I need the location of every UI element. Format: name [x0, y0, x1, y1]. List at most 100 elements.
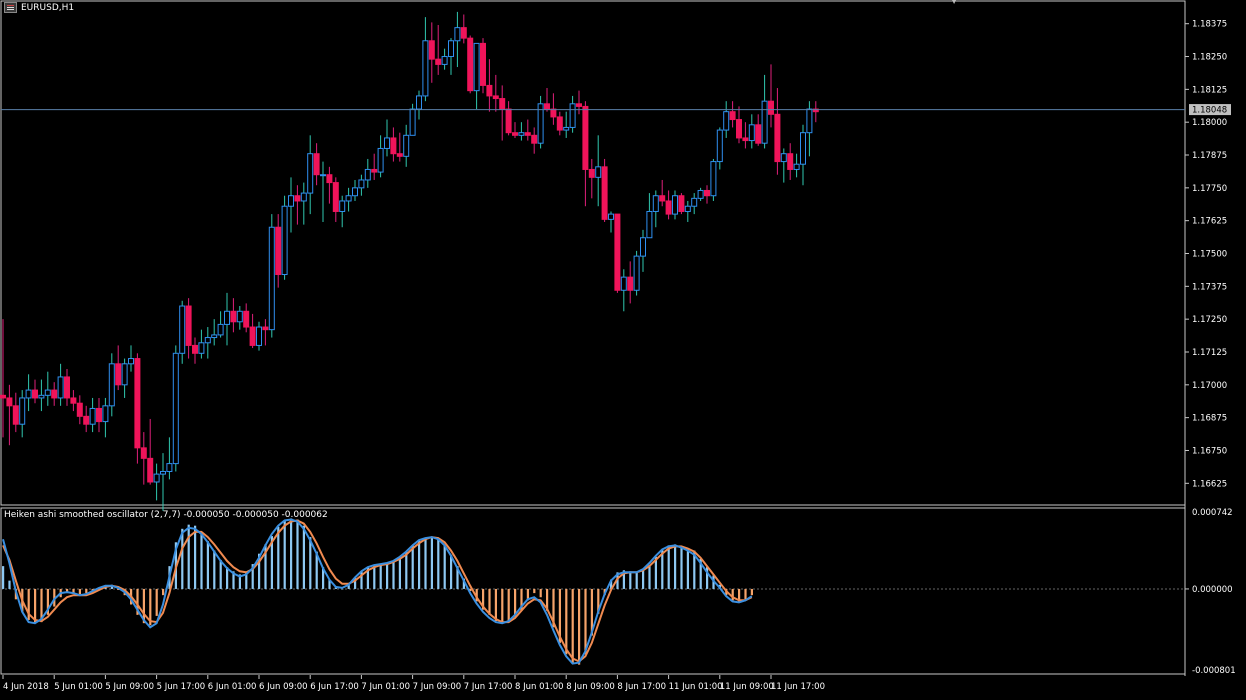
- osc-bar: [238, 574, 241, 589]
- candle-body: [812, 108, 819, 113]
- osc-bar: [610, 579, 613, 589]
- candle-body: [620, 276, 627, 291]
- osc-bar: [475, 588, 478, 602]
- osc-bar: [328, 579, 331, 589]
- osc-bar: [558, 588, 561, 643]
- price-tick-label: 1.16625: [1192, 479, 1227, 489]
- time-tick-label: 8 Jun 09:00: [566, 682, 615, 692]
- osc-bar: [245, 572, 248, 589]
- osc-bar: [258, 553, 261, 589]
- time-tick-label: 6 Jun 09:00: [259, 682, 308, 692]
- time-tick-label: 8 Jun 17:00: [617, 682, 666, 692]
- candle-body: [512, 132, 518, 136]
- candle-body: [70, 397, 77, 404]
- price-tick-label: 1.16875: [1192, 414, 1227, 424]
- osc-bar: [654, 556, 657, 589]
- candle-body: [172, 352, 179, 465]
- candle-body: [524, 132, 531, 136]
- candle-body: [588, 168, 595, 178]
- osc-bar: [8, 580, 11, 589]
- osc-bar: [78, 588, 81, 595]
- candle-body: [166, 463, 173, 472]
- candle-body: [665, 200, 672, 215]
- osc-bar: [386, 563, 389, 589]
- candle-body: [556, 116, 563, 131]
- osc-bar: [66, 588, 69, 594]
- time-tick-label: 8 Jun 01:00: [515, 682, 564, 692]
- candle-body: [550, 108, 557, 118]
- osc-bar: [296, 519, 299, 589]
- price-tick-label: 1.18375: [1192, 20, 1227, 30]
- chart-window-icon[interactable]: [4, 2, 17, 13]
- osc-bar: [706, 567, 709, 589]
- osc-scale-bottom: -0.000801: [1192, 666, 1236, 676]
- candle-body: [486, 84, 493, 97]
- candle-body: [256, 326, 262, 346]
- candle-body: [249, 326, 256, 346]
- osc-bar: [277, 526, 280, 589]
- osc-bar: [2, 566, 5, 589]
- time-tick-label: 11 Jun 01:00: [669, 682, 723, 692]
- time-tick-label: 5 Jun 01:00: [54, 682, 103, 692]
- osc-bar: [53, 588, 56, 607]
- candle-body: [89, 407, 96, 425]
- time-tick-label: 11 Jun 09:00: [720, 682, 774, 692]
- osc-bar: [270, 536, 273, 589]
- price-tick-label: 1.17875: [1192, 151, 1227, 161]
- candle-body: [12, 405, 19, 425]
- candle-body: [582, 105, 589, 170]
- chart-shift-marker-icon[interactable]: ▼: [951, 0, 958, 5]
- candle-body: [390, 137, 397, 155]
- candle-body: [435, 58, 442, 65]
- osc-bar: [226, 567, 229, 589]
- osc-bar: [565, 588, 568, 655]
- osc-bar: [149, 588, 152, 626]
- osc-bar: [674, 544, 677, 589]
- candle-body: [294, 195, 301, 202]
- candle-body: [774, 113, 781, 163]
- time-tick-label: 5 Jun 09:00: [105, 682, 154, 692]
- osc-bar: [283, 520, 286, 589]
- candle-body: [108, 363, 115, 407]
- osc-bar: [462, 578, 465, 589]
- candle-body: [307, 153, 314, 194]
- osc-bar: [309, 537, 312, 589]
- candle-body: [102, 405, 109, 423]
- candle-body: [64, 376, 70, 399]
- osc-bar: [264, 544, 267, 589]
- osc-bar: [507, 588, 510, 623]
- price-tick-label: 1.18000: [1192, 118, 1227, 128]
- candle-body: [364, 168, 371, 181]
- candle-body: [332, 182, 339, 212]
- candle-body: [691, 197, 698, 207]
- candle-body: [217, 323, 224, 336]
- osc-bar: [514, 588, 517, 617]
- candle-body: [192, 344, 198, 354]
- candle-body: [467, 37, 474, 92]
- osc-bar: [488, 588, 491, 615]
- candle-body: [160, 470, 166, 475]
- osc-bar: [72, 588, 75, 594]
- price-tick-label: 1.17000: [1192, 381, 1227, 391]
- osc-bar: [635, 572, 638, 589]
- candle-body: [377, 147, 384, 173]
- candle-body: [57, 376, 64, 399]
- candle-body: [633, 255, 640, 291]
- candle-body: [204, 337, 211, 344]
- osc-bar: [597, 588, 600, 614]
- osc-bar: [213, 550, 216, 589]
- price-tick-label: 1.16750: [1192, 446, 1227, 456]
- candle-body: [198, 342, 205, 354]
- candle-body: [742, 137, 749, 142]
- osc-bar: [482, 588, 485, 610]
- current-price-label: 1.18048: [1189, 104, 1231, 116]
- time-tick-label: 4 Jun 2018: [3, 682, 49, 692]
- osc-bar: [136, 588, 139, 615]
- osc-bar: [616, 572, 619, 589]
- candle-body: [326, 174, 333, 184]
- osc-bar: [437, 539, 440, 589]
- osc-bar: [552, 588, 555, 628]
- candle-body: [396, 153, 403, 157]
- candle-body: [780, 153, 787, 163]
